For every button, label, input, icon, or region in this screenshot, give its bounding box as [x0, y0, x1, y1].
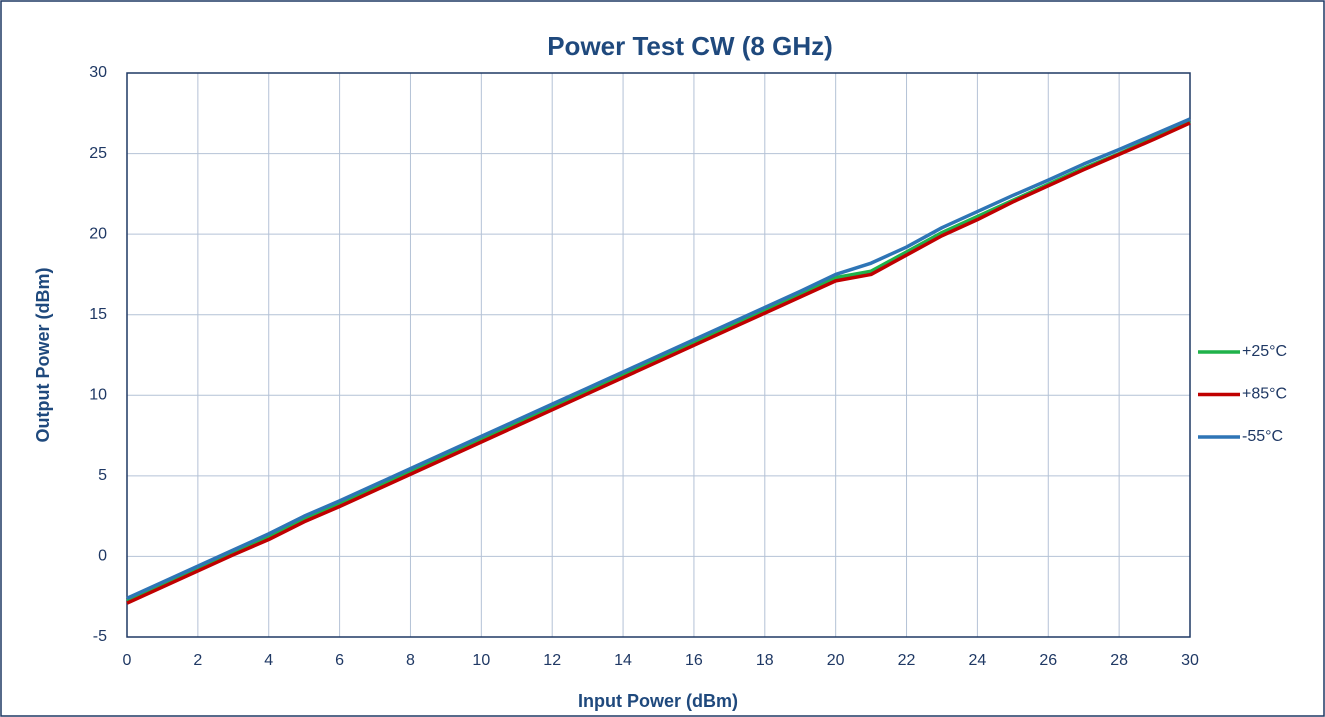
x-tick-label: 30	[1181, 652, 1199, 669]
legend-label: +85°C	[1242, 386, 1287, 403]
x-tick-label: 2	[193, 652, 202, 669]
y-tick-label: 0	[98, 548, 107, 565]
x-tick-label: 4	[264, 652, 273, 669]
x-tick-label: 6	[335, 652, 344, 669]
legend-label: -55°C	[1242, 428, 1283, 445]
x-axis-label: Input Power (dBm)	[578, 691, 738, 711]
y-tick-label: 30	[89, 64, 107, 81]
x-tick-label: 24	[969, 652, 987, 669]
y-tick-label: 20	[89, 225, 107, 242]
x-tick-label: 18	[756, 652, 774, 669]
x-tick-label: 8	[406, 652, 415, 669]
y-axis-label: Output Power (dBm)	[33, 268, 53, 443]
x-tick-label: 22	[898, 652, 916, 669]
x-tick-label: 16	[685, 652, 703, 669]
series-line	[126, 117, 1191, 600]
legend-label: +25°C	[1242, 343, 1287, 360]
series-line	[126, 121, 1191, 605]
plot-border	[126, 72, 1191, 638]
y-tick-label: 25	[89, 145, 107, 162]
y-tick-label: 10	[89, 387, 107, 404]
x-tick-label: 0	[123, 652, 132, 669]
x-tick-label: 12	[543, 652, 561, 669]
x-tick-label: 14	[614, 652, 632, 669]
y-tick-label: -5	[93, 628, 107, 645]
x-tick-label: 10	[472, 652, 490, 669]
x-tick-label: 28	[1110, 652, 1128, 669]
y-tick-label: 15	[89, 306, 107, 323]
x-tick-label: 26	[1039, 652, 1057, 669]
x-tick-label: 20	[827, 652, 845, 669]
y-tick-label: 5	[98, 467, 107, 484]
chart-title: Power Test CW (8 GHz)	[547, 31, 833, 61]
